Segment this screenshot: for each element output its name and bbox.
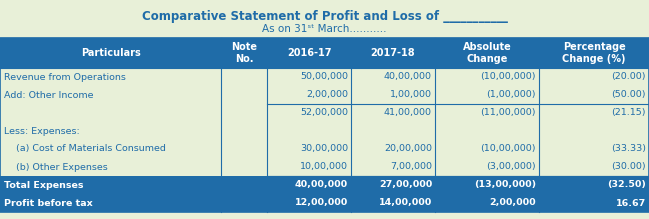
Bar	[0, 68, 221, 86]
Bar	[351, 158, 435, 176]
Bar	[221, 158, 267, 176]
Text: 2,00,000: 2,00,000	[306, 90, 348, 99]
Text: 2,00,000: 2,00,000	[489, 198, 536, 207]
Text: 41,00,000: 41,00,000	[384, 108, 432, 118]
Bar	[267, 140, 351, 158]
Text: (10,00,000): (10,00,000)	[480, 72, 536, 81]
Bar	[539, 176, 649, 194]
Text: 52,00,000: 52,00,000	[300, 108, 348, 118]
Bar	[221, 122, 267, 140]
Text: (33.33): (33.33)	[611, 145, 646, 154]
Text: Add: Other Income: Add: Other Income	[4, 90, 93, 99]
Text: 50,00,000: 50,00,000	[300, 72, 348, 81]
Bar	[435, 194, 539, 212]
Bar	[539, 122, 649, 140]
Text: (50.00): (50.00)	[611, 90, 646, 99]
Bar	[0, 122, 221, 140]
Bar	[221, 176, 267, 194]
Bar	[0, 194, 221, 212]
Text: Comparative Statement of Profit and Loss of ___________: Comparative Statement of Profit and Loss…	[141, 10, 508, 23]
Text: 7,00,000: 7,00,000	[390, 162, 432, 171]
Text: Particulars: Particulars	[80, 48, 140, 58]
Bar	[435, 104, 539, 122]
Text: (32.50): (32.50)	[607, 180, 646, 189]
Bar	[435, 176, 539, 194]
Bar	[267, 122, 351, 140]
Bar	[351, 194, 435, 212]
Bar	[539, 104, 649, 122]
Bar	[267, 38, 351, 68]
Bar	[221, 194, 267, 212]
Bar	[435, 68, 539, 86]
Bar	[267, 86, 351, 104]
Text: 12,00,000: 12,00,000	[295, 198, 348, 207]
Text: (11,00,000): (11,00,000)	[480, 108, 536, 118]
Bar	[267, 194, 351, 212]
Text: 27,00,000: 27,00,000	[379, 180, 432, 189]
Text: 2016-17: 2016-17	[287, 48, 331, 58]
Bar	[435, 86, 539, 104]
Bar	[435, 38, 539, 68]
Text: (1,00,000): (1,00,000)	[487, 90, 536, 99]
Text: 1,00,000: 1,00,000	[390, 90, 432, 99]
Bar	[539, 68, 649, 86]
Bar	[351, 86, 435, 104]
Bar	[435, 140, 539, 158]
Bar	[221, 86, 267, 104]
Bar	[0, 104, 221, 122]
Bar	[351, 140, 435, 158]
Bar	[539, 38, 649, 68]
Text: (3,00,000): (3,00,000)	[486, 162, 536, 171]
Text: (21.15): (21.15)	[611, 108, 646, 118]
Bar	[221, 140, 267, 158]
Text: (20.00): (20.00)	[611, 72, 646, 81]
Bar	[221, 38, 267, 68]
Bar	[267, 104, 351, 122]
Bar	[539, 140, 649, 158]
Bar	[0, 158, 221, 176]
Bar	[0, 86, 221, 104]
Text: 2017-18: 2017-18	[371, 48, 415, 58]
Bar	[0, 38, 221, 68]
Bar	[267, 68, 351, 86]
Text: 40,00,000: 40,00,000	[295, 180, 348, 189]
Bar	[351, 122, 435, 140]
Text: Revenue from Operations: Revenue from Operations	[4, 72, 126, 81]
Text: (10,00,000): (10,00,000)	[480, 145, 536, 154]
Text: (13,00,000): (13,00,000)	[474, 180, 536, 189]
Bar	[351, 104, 435, 122]
Bar	[351, 68, 435, 86]
Text: Total Expenses: Total Expenses	[4, 180, 84, 189]
Text: (a) Cost of Materials Consumed: (a) Cost of Materials Consumed	[4, 145, 166, 154]
Bar	[221, 68, 267, 86]
Bar	[351, 38, 435, 68]
Text: 10,00,000: 10,00,000	[300, 162, 348, 171]
Bar	[0, 176, 221, 194]
Text: (b) Other Expenses: (b) Other Expenses	[4, 162, 108, 171]
Text: 20,00,000: 20,00,000	[384, 145, 432, 154]
Bar	[435, 158, 539, 176]
Text: Percentage
Change (%): Percentage Change (%)	[562, 42, 626, 64]
Text: 14,00,000: 14,00,000	[379, 198, 432, 207]
Text: (30.00): (30.00)	[611, 162, 646, 171]
Text: 30,00,000: 30,00,000	[300, 145, 348, 154]
Bar	[267, 176, 351, 194]
Text: 16.67: 16.67	[616, 198, 646, 207]
Bar	[435, 122, 539, 140]
Text: Less: Expenses:: Less: Expenses:	[4, 127, 80, 136]
Bar	[539, 86, 649, 104]
Text: As on 31ˢᵗ March...........: As on 31ˢᵗ March...........	[262, 24, 387, 34]
Text: Absolute
Change: Absolute Change	[463, 42, 511, 64]
Bar	[267, 158, 351, 176]
Text: Profit before tax: Profit before tax	[4, 198, 93, 207]
Bar	[539, 158, 649, 176]
Text: Note
No.: Note No.	[231, 42, 257, 64]
Bar	[0, 38, 649, 212]
Bar	[0, 140, 221, 158]
Text: 40,00,000: 40,00,000	[384, 72, 432, 81]
Bar	[351, 176, 435, 194]
Bar	[539, 194, 649, 212]
Bar	[221, 104, 267, 122]
